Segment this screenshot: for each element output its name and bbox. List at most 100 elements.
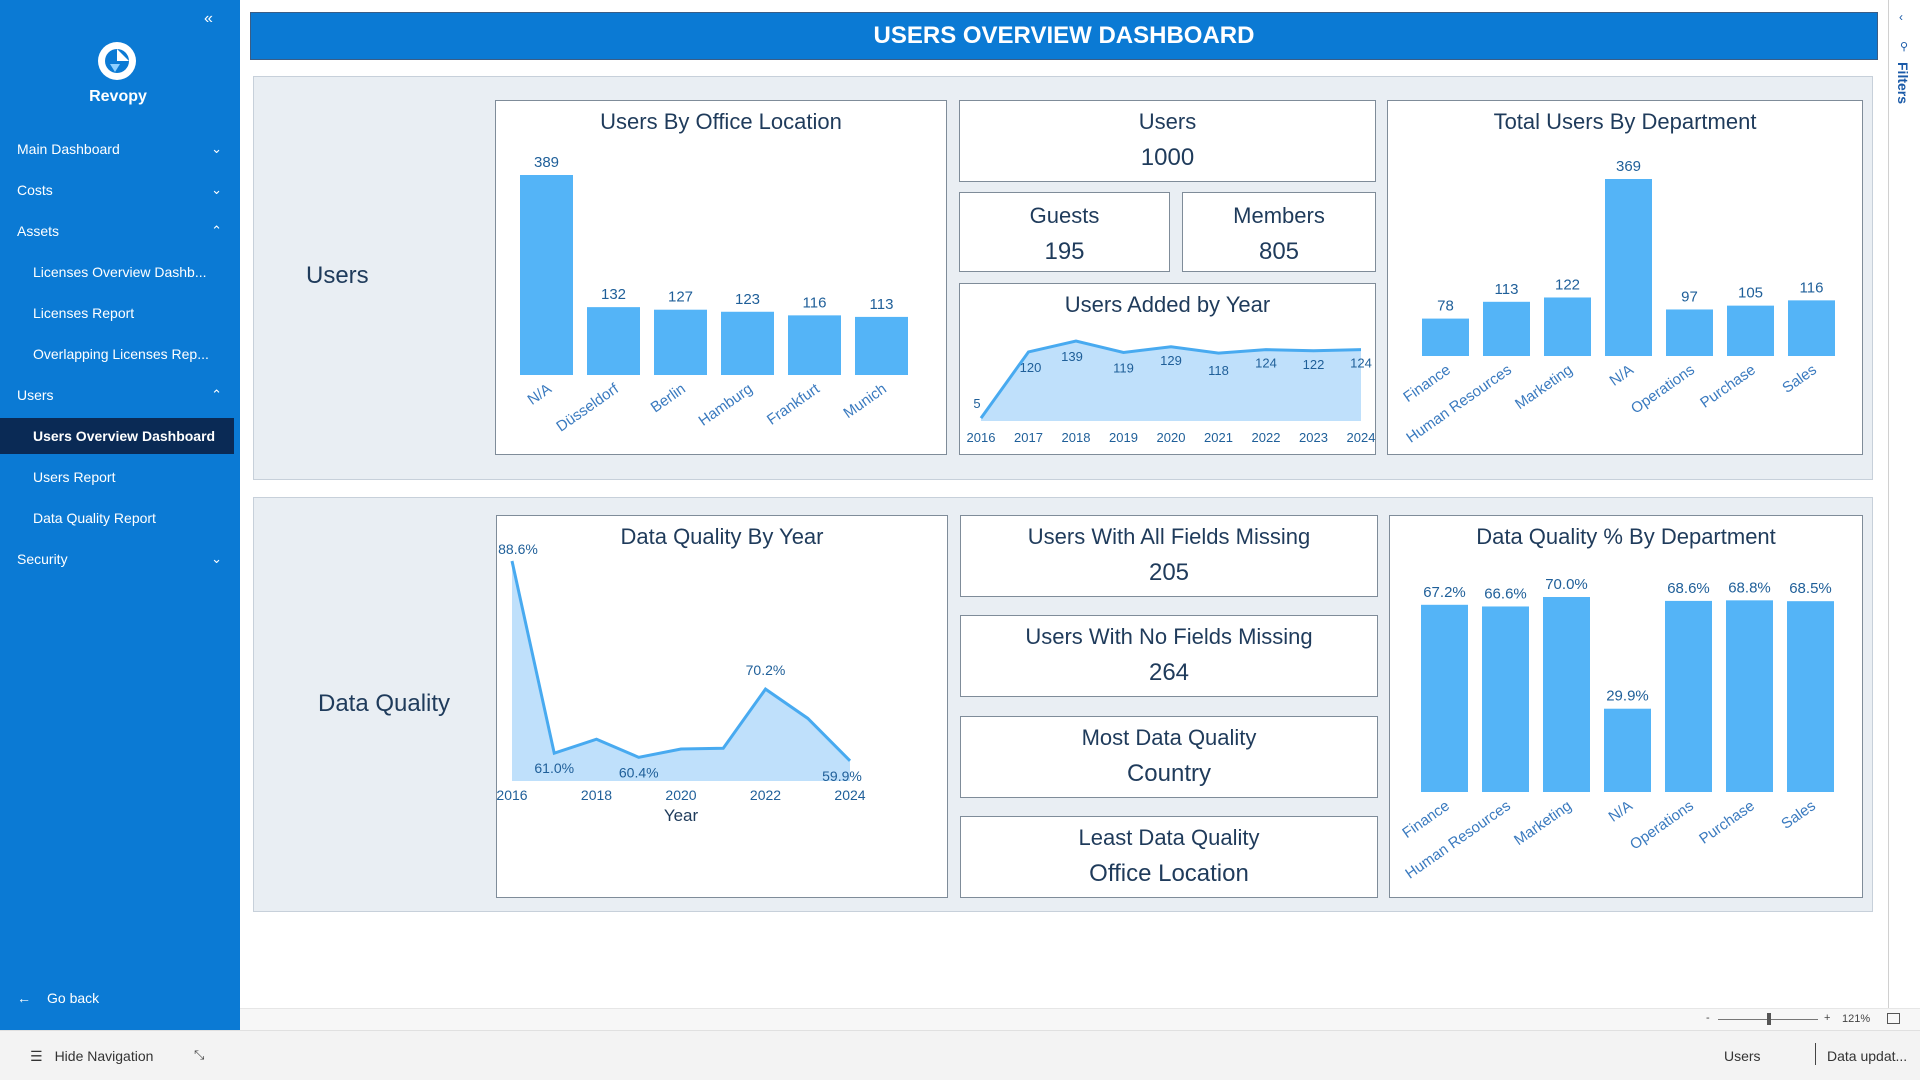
bar-human-resources[interactable] — [1483, 301, 1530, 356]
members-count-card[interactable]: Members 805 — [1182, 192, 1376, 272]
dq-by-year-chart-title: Data Quality By Year — [620, 524, 824, 549]
bar-munich[interactable] — [855, 316, 908, 375]
chevron-down-icon: ⌄ — [211, 141, 222, 156]
sidebar-item-users-overview-dashboard[interactable]: Users Overview Dashboard — [0, 418, 234, 454]
dq-by-department-chart-title: Data Quality % By Department — [1476, 524, 1776, 549]
data-label: 119 — [1113, 361, 1134, 376]
x-tick-label: Marketing — [1511, 797, 1575, 849]
collapse-sidebar-icon[interactable]: « — [204, 10, 213, 27]
bar-n-a[interactable] — [1604, 708, 1651, 792]
sidebar-item-users-report[interactable]: Users Report — [0, 459, 234, 495]
guests-count-card[interactable]: Guests 195 — [959, 192, 1170, 272]
bar-marketing[interactable] — [1544, 297, 1591, 356]
go-back-link[interactable]: ← Go back — [17, 990, 99, 1006]
dq-by-year-chart-card[interactable]: Data Quality By Year 88.6% 61.0% 60.4% 70.2… — [496, 515, 948, 898]
bar-marketing[interactable] — [1543, 597, 1590, 792]
hide-navigation-label: Hide Navigation — [54, 1048, 154, 1064]
bar-purchase[interactable] — [1726, 600, 1773, 792]
zoom-in-button[interactable]: + — [1824, 1012, 1831, 1024]
bar-sales[interactable] — [1788, 300, 1835, 356]
bar-sales[interactable] — [1787, 601, 1834, 792]
least-data-quality-card[interactable]: Least Data Quality Office Location — [960, 816, 1378, 898]
bar-human-resources[interactable] — [1482, 606, 1529, 792]
data-label: 118 — [1208, 363, 1229, 378]
series-line[interactable] — [979, 339, 1362, 419]
all-fields-missing-value: 205 — [1148, 559, 1190, 586]
filters-pane[interactable]: ‹ ⚲ Filters — [1888, 0, 1920, 1008]
sidebar-item-label: Assets — [17, 223, 60, 239]
x-tick-label: 2024 — [834, 787, 865, 803]
bar-d-sseldorf[interactable] — [587, 307, 640, 375]
sidebar-item-data-quality-report[interactable]: Data Quality Report — [0, 500, 234, 536]
sidebar-item-costs[interactable]: Costs ⌄ — [0, 172, 234, 208]
users-added-chart: 5 120 139 119 129 118 124 122 124 2016 2017 2018 201… — [967, 339, 1375, 445]
bar-operations[interactable] — [1665, 600, 1712, 792]
x-tick-label: 2016 — [967, 430, 996, 445]
x-tick-label: Purchase — [1697, 361, 1759, 411]
bar-n-a[interactable] — [520, 175, 573, 375]
sidebar-item-licenses-report[interactable]: Licenses Report — [0, 295, 234, 331]
users-added-chart-title: Users Added by Year — [1064, 292, 1271, 317]
bar-berlin[interactable] — [654, 309, 707, 375]
sidebar-item-label: Users — [17, 387, 54, 403]
users-count-card[interactable]: Users 1000 — [959, 100, 1376, 182]
x-tick-label: Marketing — [1512, 361, 1576, 413]
collapse-arrows-icon[interactable]: ⤡ — [194, 1047, 205, 1062]
zoom-out-button[interactable]: - — [1706, 1012, 1710, 1024]
x-tick-label: Sales — [1778, 797, 1818, 832]
sidebar-item-main-dashboard[interactable]: Main Dashboard ⌄ — [0, 131, 234, 167]
area-fill — [512, 561, 850, 781]
dq-by-department-chart-card[interactable]: Data Quality % By Department 67.2% Financ… — [1389, 515, 1863, 898]
data-label: 61.0% — [534, 760, 574, 776]
dq-by-year-chart: 88.6% 61.0% 60.4% 70.2% 59.9% 2016 2018 2020 202… — [497, 541, 866, 825]
data-label: 122 — [1555, 276, 1580, 293]
data-label: 113 — [1495, 281, 1519, 298]
series-line[interactable] — [510, 560, 852, 762]
x-tick-label: 2023 — [1299, 430, 1328, 445]
x-tick-label: 2022 — [1252, 430, 1281, 445]
x-tick-label: Berlin — [648, 380, 689, 416]
x-tick-label: 2017 — [1014, 430, 1043, 445]
all-fields-missing-title: Users With All Fields Missing — [1027, 524, 1311, 549]
bar-operations[interactable] — [1666, 309, 1713, 356]
bar-frankfurt[interactable] — [788, 315, 841, 375]
fit-to-page-icon[interactable] — [1887, 1013, 1900, 1024]
most-data-quality-value: Country — [1126, 760, 1212, 787]
bar-finance[interactable] — [1421, 604, 1468, 792]
expand-filters-icon[interactable]: ‹ — [1899, 10, 1903, 24]
office-location-chart: 389 N/A 132 Düsseldorf 127 Berlin 123 Hamburg 11… — [520, 154, 908, 435]
data-quality-section-label: Data Quality — [318, 690, 451, 717]
report-canvas: USERS OVERVIEW DASHBOARD Users Users By … — [240, 0, 1888, 1008]
sidebar-item-licenses-overview-dashb[interactable]: Licenses Overview Dashb... — [0, 254, 234, 290]
office-location-chart-card[interactable]: Users By Office Location 389 N/A 132 Düssel… — [495, 100, 947, 455]
sidebar-item-security[interactable]: Security ⌄ — [0, 541, 234, 577]
all-fields-missing-card[interactable]: Users With All Fields Missing 205 — [960, 515, 1378, 597]
status-divider — [1815, 1043, 1816, 1065]
data-label: 116 — [803, 294, 827, 311]
page-tab-users[interactable]: Users — [1724, 1048, 1761, 1064]
sidebar-item-assets[interactable]: Assets ⌃ — [0, 213, 234, 249]
bar-finance[interactable] — [1422, 318, 1469, 356]
sidebar-item-users[interactable]: Users ⌃ — [0, 377, 234, 413]
users-added-chart-card[interactable]: Users Added by Year 5 120 139 119 129 118 124 1… — [959, 283, 1376, 455]
chevron-up-icon: ⌃ — [211, 223, 222, 238]
x-tick-label: Human Resources — [1402, 797, 1514, 882]
data-label: 116 — [1800, 279, 1824, 296]
users-count-title: Users — [1138, 109, 1197, 134]
sidebar-item-overlapping-licenses-rep[interactable]: Overlapping Licenses Rep... — [0, 336, 234, 372]
department-users-chart-title: Total Users By Department — [1493, 109, 1757, 134]
bar-hamburg[interactable] — [721, 311, 774, 375]
sidebar: « Revopy Main Dashboard ⌄ Costs ⌄ Assets ⌃ Lic… — [0, 0, 240, 1030]
bar-purchase[interactable] — [1727, 305, 1774, 356]
most-data-quality-card[interactable]: Most Data Quality Country — [960, 716, 1378, 798]
bar-n-a[interactable] — [1605, 179, 1652, 356]
x-tick-label: 2018 — [581, 787, 612, 803]
hide-navigation-button[interactable]: ☰ Hide Navigation — [30, 1048, 153, 1065]
filter-icon: ⚲ — [1900, 41, 1909, 53]
data-label: 59.9% — [822, 768, 862, 784]
no-fields-missing-card[interactable]: Users With No Fields Missing 264 — [960, 615, 1378, 697]
zoom-slider-thumb[interactable] — [1767, 1013, 1771, 1025]
brand-name: Revopy — [89, 88, 147, 105]
department-users-chart-card[interactable]: Total Users By Department 78 Finance 113 Hu… — [1387, 100, 1863, 455]
dq-by-department-chart: 67.2% Finance 66.6% Human Resources 70.0% Mar… — [1399, 576, 1834, 883]
